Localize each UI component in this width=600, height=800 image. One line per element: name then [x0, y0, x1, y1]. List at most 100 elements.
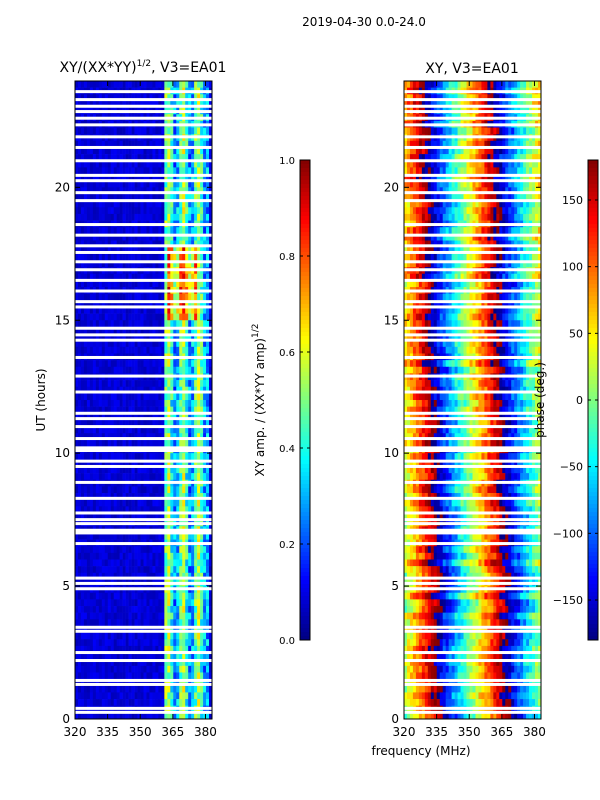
amplitude-heatmap-cell: [125, 160, 129, 168]
amplitude-flagged-gap: [75, 629, 212, 633]
amplitude-heatmap-cell: [122, 174, 126, 181]
amplitude-heatmap-cell: [101, 280, 106, 288]
amplitude-heatmap-cell: [155, 100, 159, 108]
amplitude-flagged-gap: [75, 173, 212, 177]
amplitude-heatmap-cell: [182, 532, 186, 540]
amplitude-heatmap-cell: [131, 546, 135, 554]
amplitude-heatmap-cell: [80, 426, 85, 434]
amplitude-heatmap-cell: [152, 313, 156, 321]
amplitude-heatmap-cell: [173, 360, 177, 368]
amplitude-heatmap-cell: [191, 499, 195, 507]
amplitude-flagged-gap: [75, 706, 212, 710]
amplitude-heatmap-cell: [158, 233, 162, 241]
amplitude-heatmap-cell: [203, 552, 207, 560]
amplitude-heatmap-cell: [116, 207, 120, 215]
amplitude-heatmap-cell: [206, 566, 210, 574]
amplitude-heatmap-cell: [200, 260, 204, 268]
amplitude-heatmap-cell: [119, 227, 123, 235]
amplitude-heatmap-cell: [152, 632, 156, 640]
amplitude-flagged-gap: [75, 110, 212, 114]
amplitude-heatmap-cell: [209, 346, 213, 354]
amplitude-heatmap-cell: [173, 386, 177, 394]
amplitude-heatmap-cell: [75, 260, 79, 268]
amplitude-heatmap-cell: [101, 453, 106, 461]
amplitude-heatmap-cell: [98, 632, 103, 640]
amplitude-heatmap-cell: [95, 147, 100, 155]
amplitude-heatmap-cell: [200, 167, 204, 175]
amplitude-heatmap-cell: [75, 532, 79, 540]
amplitude-heatmap-cell: [131, 599, 135, 607]
amplitude-heatmap-cell: [134, 273, 138, 281]
amplitude-heatmap-cell: [122, 333, 126, 341]
amplitude-heatmap-cell: [92, 592, 97, 600]
amplitude-heatmap-cell: [203, 645, 207, 653]
amplitude-heatmap-cell: [107, 426, 112, 434]
amplitude-heatmap-cell: [113, 400, 117, 407]
amplitude-heatmap-cell: [89, 699, 94, 707]
amplitude-heatmap-cell: [140, 672, 144, 680]
amplitude-heatmap-cell: [161, 207, 165, 215]
amplitude-colorbar-tick-label: 0.4: [279, 444, 295, 455]
amplitude-heatmap-cell: [107, 293, 112, 301]
amplitude-heatmap-cell: [206, 187, 210, 195]
amplitude-heatmap-cell: [194, 140, 198, 148]
amplitude-heatmap-cell: [167, 572, 171, 580]
amplitude-heatmap-cell: [182, 386, 186, 394]
amplitude-heatmap-cell: [101, 493, 106, 500]
amplitude-heatmap-cell: [182, 333, 186, 341]
amplitude-heatmap-cell: [86, 293, 91, 301]
amplitude-heatmap-cell: [104, 625, 109, 633]
amplitude-heatmap-cell: [161, 200, 165, 208]
amplitude-flagged-gap: [75, 446, 212, 450]
amplitude-heatmap-cell: [182, 293, 186, 301]
amplitude-heatmap-cell: [131, 320, 135, 328]
amplitude-heatmap-cell: [122, 413, 126, 421]
amplitude-heatmap-cell: [185, 473, 189, 481]
amplitude-heatmap-cell: [182, 240, 186, 248]
amplitude-heatmap-cell: [185, 659, 189, 667]
amplitude-heatmap-cell: [98, 659, 103, 667]
amplitude-heatmap-cell: [116, 459, 120, 467]
amplitude-heatmap-cell: [134, 506, 138, 514]
amplitude-heatmap-cell: [209, 200, 213, 208]
amplitude-heatmap-cell: [164, 625, 168, 633]
amplitude-heatmap-cell: [203, 200, 207, 208]
amplitude-heatmap-cell: [92, 386, 97, 394]
amplitude-heatmap-cell: [98, 612, 103, 620]
amplitude-y-tick-label: 15: [55, 313, 70, 327]
amplitude-heatmap-cell: [131, 400, 135, 407]
amplitude-heatmap-cell: [113, 386, 117, 394]
amplitude-heatmap-cell: [179, 632, 183, 640]
amplitude-heatmap-cell: [197, 685, 201, 693]
amplitude-heatmap-cell: [89, 559, 94, 567]
amplitude-heatmap-cell: [188, 240, 192, 248]
amplitude-heatmap-cell: [116, 100, 120, 108]
amplitude-heatmap-cell: [173, 512, 177, 520]
amplitude-heatmap-cell: [140, 566, 144, 574]
amplitude-heatmap-cell: [188, 672, 192, 680]
amplitude-heatmap-cell: [152, 320, 156, 328]
amplitude-heatmap-cell: [197, 207, 201, 215]
amplitude-heatmap-cell: [176, 100, 180, 108]
amplitude-heatmap-cell: [206, 599, 210, 607]
amplitude-heatmap-cell: [98, 227, 103, 235]
amplitude-heatmap-cell: [164, 473, 168, 481]
amplitude-heatmap-cell: [119, 413, 123, 421]
amplitude-heatmap-cell: [137, 227, 141, 235]
amplitude-heatmap-cell: [119, 546, 123, 554]
amplitude-heatmap-cell: [158, 645, 162, 653]
amplitude-colorbar-swatch: [300, 288, 310, 293]
amplitude-flagged-gap: [75, 278, 212, 282]
amplitude-heatmap-cell: [206, 167, 210, 175]
amplitude-heatmap-cell: [161, 174, 165, 181]
amplitude-heatmap-cell: [197, 672, 201, 680]
amplitude-heatmap-cell: [137, 552, 141, 560]
amplitude-heatmap-cell: [137, 360, 141, 368]
amplitude-heatmap-cell: [179, 552, 183, 560]
amplitude-heatmap-cell: [128, 193, 132, 201]
amplitude-heatmap-cell: [104, 393, 109, 401]
amplitude-heatmap-cell: [179, 247, 183, 255]
amplitude-heatmap-cell: [203, 453, 207, 461]
amplitude-heatmap-cell: [161, 340, 165, 348]
amplitude-heatmap-cell: [107, 712, 112, 720]
